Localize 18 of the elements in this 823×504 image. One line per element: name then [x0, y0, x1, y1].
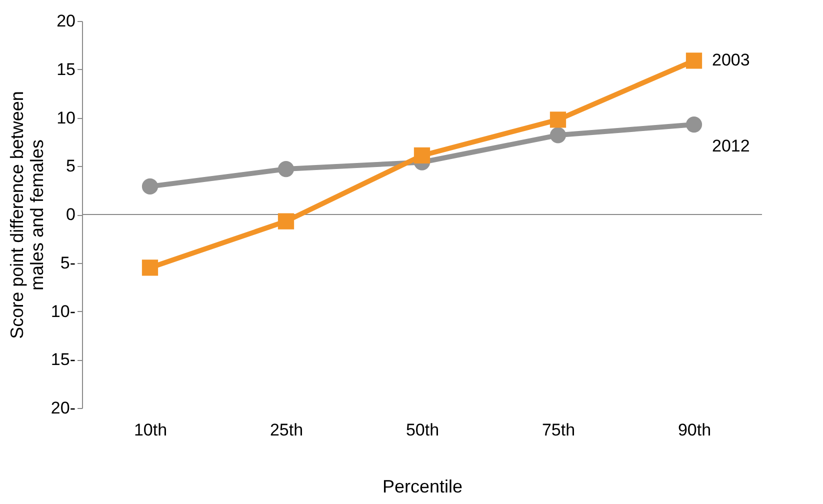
y-tick-label: 15- — [50, 350, 76, 370]
series-label: 2003 — [712, 50, 750, 70]
y-tick-label: 15 — [56, 60, 76, 79]
y-tick-label: 5- — [60, 253, 76, 272]
y-tick-label: 10 — [56, 108, 76, 128]
x-tick-label: 10th — [134, 420, 168, 440]
y-tick-label: 10- — [50, 302, 76, 321]
y-tick-label: 20 — [56, 12, 76, 30]
x-tick-label: 75th — [542, 420, 576, 440]
series-label: 2012 — [712, 136, 750, 156]
x-tick-label: 50th — [406, 420, 440, 440]
y-axis-title: Score point difference between males and females — [6, 91, 47, 339]
y-tick-label: 5 — [66, 156, 76, 176]
x-axis-title: Percentile — [382, 476, 463, 496]
y-tick-label: 0 — [66, 205, 76, 224]
x-tick-label: 90th — [678, 420, 712, 440]
y-tick-label: 20- — [50, 398, 76, 418]
x-tick-label: 25th — [270, 420, 304, 440]
